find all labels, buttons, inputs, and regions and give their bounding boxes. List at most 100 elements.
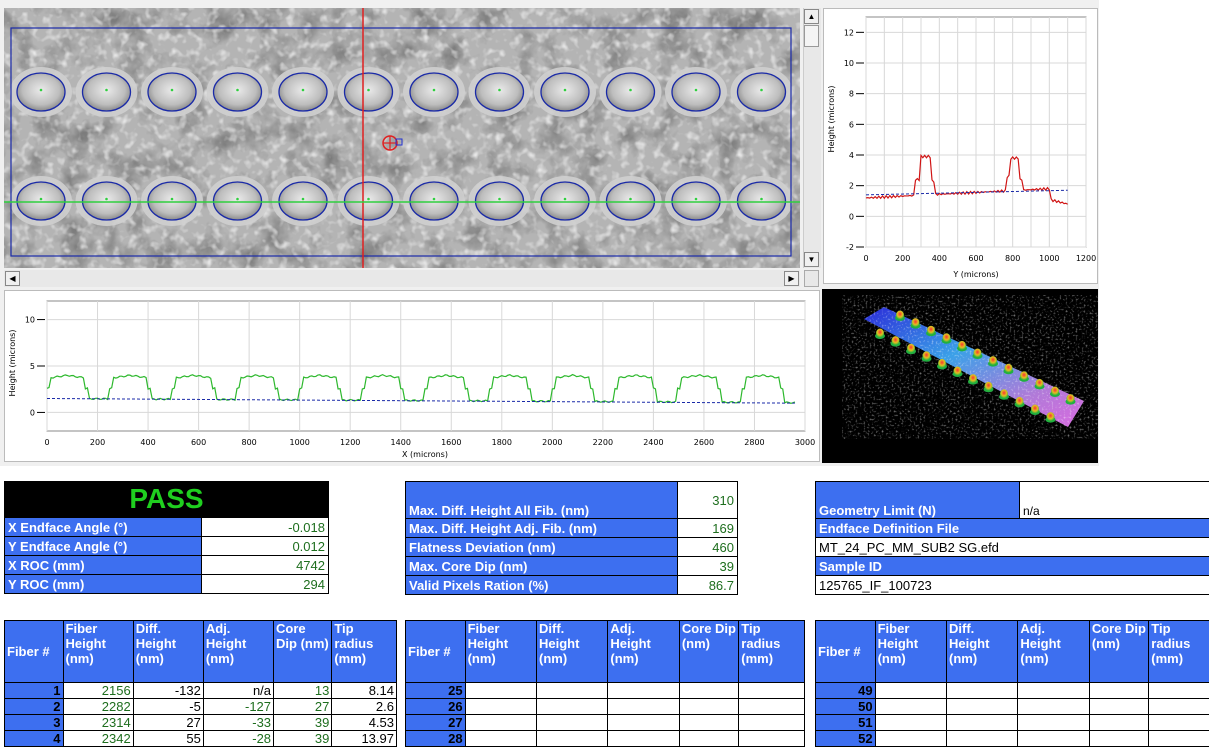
fiber-core <box>10 176 72 226</box>
fiber-cell <box>537 731 608 747</box>
fiber-cell: 2342 <box>63 731 133 747</box>
x-plot-xlabel: X (microns) <box>402 450 448 459</box>
metric-row: Flatness Deviation (nm)460 <box>406 538 738 557</box>
fiber-number: 51 <box>816 715 876 731</box>
scroll-corner <box>804 270 819 287</box>
fiber-cell: -33 <box>203 715 273 731</box>
metric-value: 310 <box>678 482 738 519</box>
metric-label: Max. Core Dip (nm) <box>406 557 678 576</box>
metric-row: Valid Pixels Ration (%)86.7 <box>406 576 738 595</box>
fiber-cell <box>875 731 946 747</box>
fiber-col-header: Tip radius (mm) <box>332 621 397 683</box>
3d-surface-view[interactable] <box>822 289 1098 463</box>
x-plot-ylabel: Height (microns) <box>8 330 17 397</box>
x-plot-xtick: 3000 <box>795 438 815 447</box>
scroll-right-button[interactable]: ▶ <box>784 271 799 286</box>
fiber-core <box>207 67 269 117</box>
fiber-cell <box>679 683 738 699</box>
y-plot-xtick: 200 <box>895 254 910 263</box>
fiber-cell <box>679 731 738 747</box>
y-plot-xlabel: Y (microns) <box>952 270 998 279</box>
fiber-cell <box>608 699 679 715</box>
fiber-number: 28 <box>406 731 466 747</box>
fiber-core <box>534 176 596 226</box>
x-plot-xtick: 1800 <box>492 438 512 447</box>
result-row: Y ROC (mm)294 <box>5 575 329 594</box>
fiber-cell: 8.14 <box>332 683 397 699</box>
geometry-limit-label: Geometry Limit (N) <box>816 482 1020 519</box>
fiber-core <box>469 176 531 226</box>
x-plot-xtick: 400 <box>140 438 155 447</box>
fiber-col-header: Adj. Height (nm) <box>1018 621 1089 683</box>
sample-id-value: 125765_IF_100723 <box>816 576 1209 595</box>
metric-value: 39 <box>678 557 738 576</box>
x-plot-xtick: 600 <box>191 438 206 447</box>
fiber-row: 28 <box>406 731 805 747</box>
fiber-cell <box>1018 731 1089 747</box>
fiber-row: 52 <box>816 731 1209 747</box>
endface-image[interactable] <box>4 8 800 268</box>
fiber-core <box>600 176 662 226</box>
y-plot-ytick: 0 <box>849 212 854 221</box>
fiber-number: 3 <box>5 715 64 731</box>
x-plot-xtick: 2600 <box>694 438 714 447</box>
fiber-col-header: Diff. Height (nm) <box>947 621 1018 683</box>
scroll-up-button[interactable]: ▲ <box>804 9 819 24</box>
metric-label: Flatness Deviation (nm) <box>406 538 678 557</box>
fiber-cell <box>1149 699 1209 715</box>
fiber-cell <box>947 699 1018 715</box>
fiber-cell: 4.53 <box>332 715 397 731</box>
fiber-col-header: Core Dip (nm) <box>1089 621 1148 683</box>
y-plot-ytick: -2 <box>846 243 854 252</box>
vertical-scroll-thumb[interactable] <box>804 25 819 47</box>
y-plot-ytick: 2 <box>849 182 854 191</box>
scroll-left-button[interactable]: ◀ <box>5 271 20 286</box>
metric-row: Max. Diff. Height All Fib. (nm)310 <box>406 482 738 519</box>
result-label: X ROC (mm) <box>5 556 202 575</box>
fiber-cell <box>608 683 679 699</box>
scroll-down-button[interactable]: ▼ <box>804 252 819 267</box>
fiber-col-header: Core Dip (nm) <box>679 621 738 683</box>
y-plot-ytick: 10 <box>844 59 854 68</box>
fiber-cell <box>465 683 536 699</box>
fiber-core <box>338 176 400 226</box>
fiber-cell <box>739 683 805 699</box>
fiber-cell <box>875 715 946 731</box>
y-plot-ytick: 8 <box>849 90 854 99</box>
fiber-bump <box>891 336 901 347</box>
fiber-cell <box>739 731 805 747</box>
fiber-cell <box>537 699 608 715</box>
result-value: 4742 <box>202 556 329 575</box>
x-plot-xtick: 1000 <box>289 438 309 447</box>
fiber-cell <box>875 683 946 699</box>
fiber-core <box>141 67 203 117</box>
fiber-core <box>665 176 727 226</box>
fiber-cell <box>1149 731 1209 747</box>
fiber-cell <box>608 731 679 747</box>
fiber-cell <box>1018 683 1089 699</box>
fiber-row: 26 <box>406 699 805 715</box>
vertical-scrollbar[interactable] <box>803 8 821 268</box>
x-plot-xtick: 2400 <box>643 438 663 447</box>
fiber-cell: 2282 <box>63 699 133 715</box>
fiber-cell <box>739 699 805 715</box>
fiber-cell <box>1149 683 1209 699</box>
fiber-core <box>403 67 465 117</box>
result-label: X Endface Angle (°) <box>5 518 202 537</box>
x-plot-ytick: 5 <box>30 362 35 371</box>
metric-label: Max. Diff. Height Adj. Fib. (nm) <box>406 519 678 538</box>
geometry-limit-value: n/a <box>1020 482 1209 519</box>
fiber-col-header: Fiber # <box>816 621 876 683</box>
info-block: Geometry Limit (N) n/a Endface Definitio… <box>815 481 1209 595</box>
fiber-cell: -28 <box>203 731 273 747</box>
fiber-number: 4 <box>5 731 64 747</box>
fiber-col-header: Fiber # <box>5 621 64 683</box>
fiber-cell: 2314 <box>63 715 133 731</box>
y-plot-xtick: 1200 <box>1076 254 1096 263</box>
metric-value: 86.7 <box>678 576 738 595</box>
fiber-cell: 27 <box>133 715 203 731</box>
fiber-cell: 55 <box>133 731 203 747</box>
horizontal-scrollbar[interactable] <box>4 270 800 287</box>
